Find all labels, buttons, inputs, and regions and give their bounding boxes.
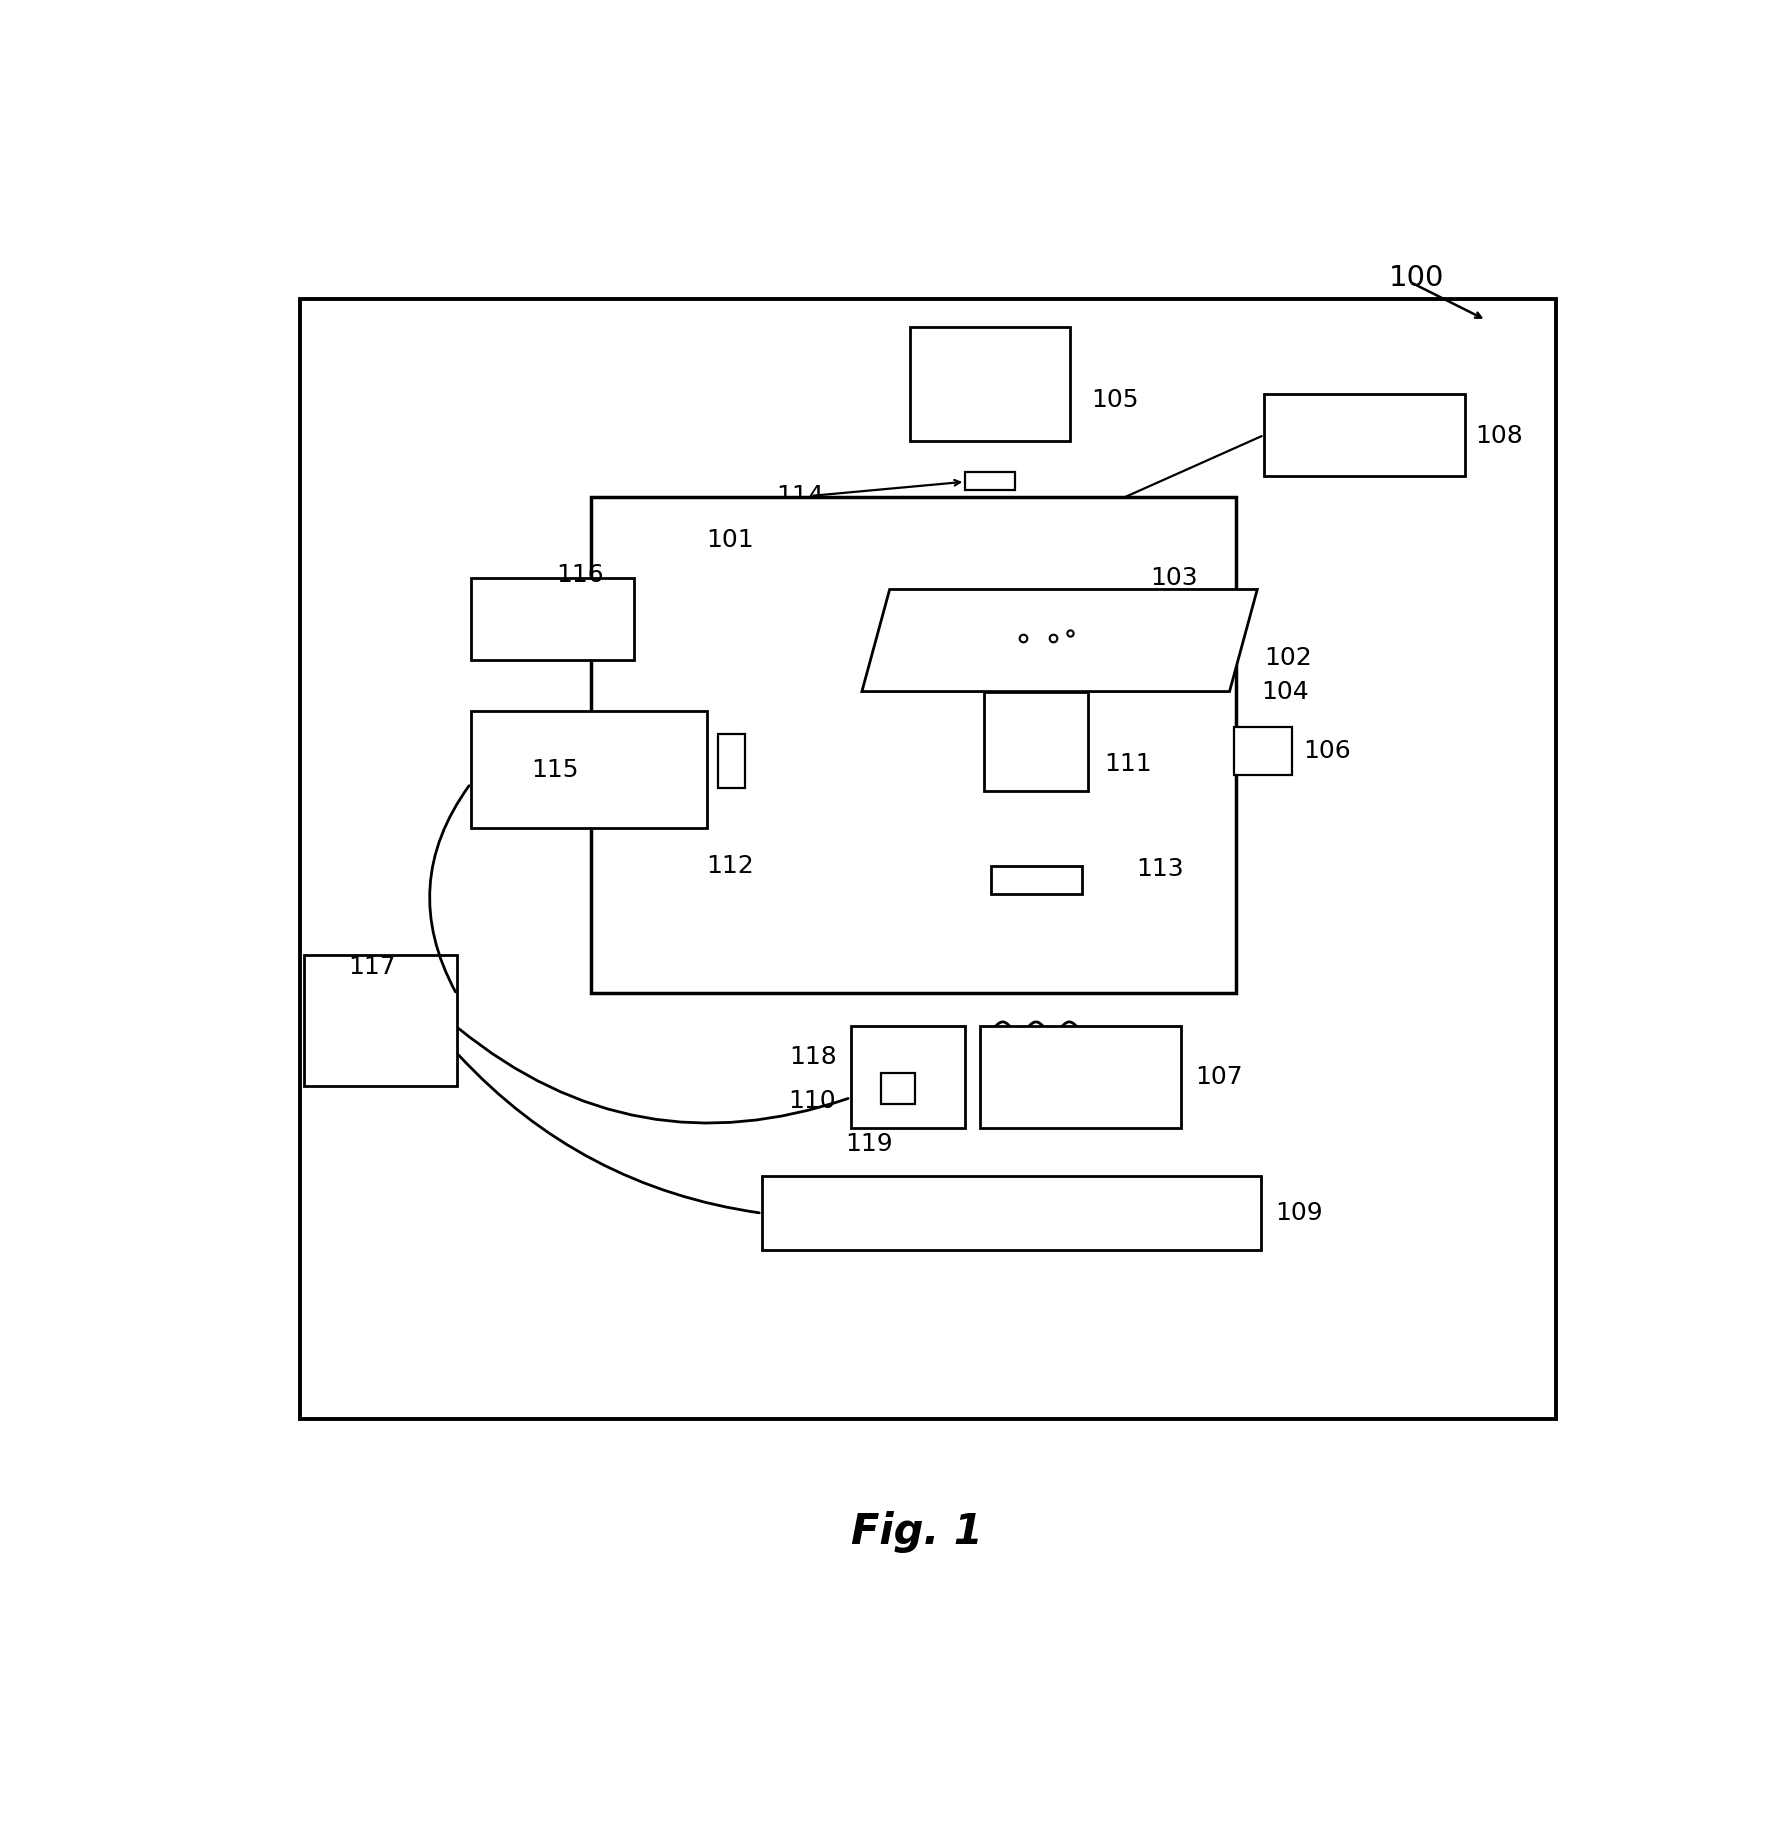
Bar [964,471,1014,490]
Text: 117: 117 [349,955,395,979]
Bar [471,578,633,661]
Text: 114: 114 [775,484,823,508]
Text: 105: 105 [1090,388,1138,412]
Text: 113: 113 [1136,856,1184,880]
Text: 107: 107 [1195,1066,1242,1090]
Text: 103: 103 [1150,567,1197,591]
Text: 110: 110 [787,1090,835,1114]
Bar [911,328,1070,440]
Text: 100: 100 [1388,263,1444,291]
Text: 118: 118 [789,1046,837,1070]
Text: 115: 115 [531,757,580,782]
Bar [1233,727,1292,775]
Text: 102: 102 [1263,646,1311,670]
Bar [880,1073,914,1105]
Text: 104: 104 [1261,679,1308,703]
Text: 101: 101 [707,528,753,552]
Text: 109: 109 [1274,1200,1322,1226]
Bar [979,1025,1181,1129]
Bar [850,1025,964,1129]
Text: Fig. 1: Fig. 1 [852,1511,982,1554]
Text: 116: 116 [556,563,605,587]
Text: 119: 119 [844,1132,893,1156]
Bar [762,1176,1261,1250]
Bar [304,955,456,1086]
Bar [590,497,1236,994]
Bar [984,692,1088,792]
Text: 112: 112 [707,854,753,878]
Text: 108: 108 [1474,425,1522,449]
Bar [1263,394,1465,477]
Polygon shape [862,589,1256,692]
Text: 106: 106 [1302,738,1351,762]
Bar [717,735,744,788]
Bar [991,865,1082,895]
Text: 111: 111 [1104,751,1152,775]
Bar [471,711,707,828]
Bar [301,298,1555,1419]
